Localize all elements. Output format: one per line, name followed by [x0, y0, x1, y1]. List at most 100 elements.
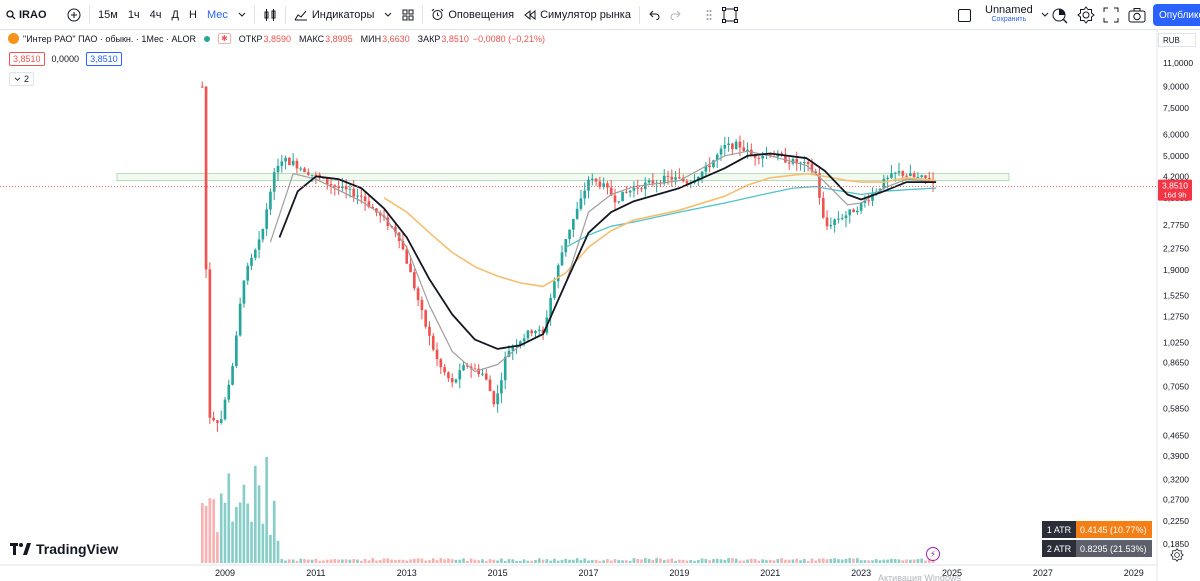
volume-bar — [397, 559, 401, 563]
moving-average-line[interactable] — [383, 172, 937, 288]
chevron-down-icon — [14, 77, 21, 82]
volume-bar — [924, 560, 927, 563]
interval-button[interactable]: Н — [188, 8, 197, 21]
chart-type-button[interactable] — [258, 0, 282, 30]
candle-body — [295, 160, 299, 169]
volume-bar — [515, 560, 518, 563]
candle-body — [564, 238, 568, 253]
candle-body — [625, 191, 628, 193]
publish-button[interactable]: Опублико — [1153, 4, 1200, 26]
volume-bar — [617, 560, 621, 563]
volume-bar — [458, 559, 462, 563]
volume-bar — [288, 559, 291, 563]
axis-settings-icon[interactable] — [1170, 548, 1184, 567]
candle-body — [257, 239, 261, 250]
camera-icon[interactable] — [1128, 6, 1146, 27]
alerts-button[interactable]: Оповещения — [426, 0, 519, 30]
volume-bar — [594, 559, 598, 563]
sell-price-button[interactable]: 3,8510 — [9, 52, 45, 66]
symbol-search[interactable]: IRAO — [0, 0, 62, 30]
price-axis[interactable]: 11,00009,00007,50006,00005,00004,20003,5… — [1163, 58, 1193, 549]
replay-button[interactable]: Симулятор рынка — [519, 0, 636, 30]
buy-price-button[interactable]: 3,8510 — [86, 52, 122, 66]
candle-body — [572, 218, 575, 230]
interval-button[interactable]: Д — [171, 8, 179, 21]
layout-save-status[interactable]: Сохранить — [991, 16, 1027, 23]
volume-bar — [390, 559, 393, 563]
replay-label: Симулятор рынка — [540, 8, 631, 21]
volume-bar — [223, 502, 227, 563]
candle-body — [522, 338, 526, 342]
volume-bar — [492, 559, 496, 563]
compare-button[interactable] — [62, 0, 86, 30]
chevron-down-icon[interactable] — [1041, 12, 1049, 18]
candle-body — [519, 341, 522, 346]
templates-button[interactable] — [397, 0, 419, 30]
volume-bar — [477, 560, 481, 563]
quick-search-icon[interactable] — [1051, 6, 1069, 27]
volume-bar — [719, 559, 723, 563]
atr-value: 0.8295 (21.53%) — [1076, 540, 1152, 557]
volume-bar — [776, 559, 780, 563]
volume-bar — [409, 559, 412, 563]
time-tick-label: 2023 — [851, 568, 871, 578]
volume-bar — [746, 559, 749, 563]
candle-body — [511, 347, 515, 351]
support-zone[interactable] — [116, 173, 1010, 182]
interval-button[interactable]: 4ч — [149, 8, 162, 21]
alerts-label: Оповещения — [448, 8, 515, 21]
redo-button[interactable] — [665, 0, 687, 30]
volume-bar — [901, 560, 905, 563]
bolt-icon[interactable]: ⚡ — [926, 547, 940, 561]
flag-icon[interactable]: ✱ — [218, 33, 231, 44]
volume-bar — [356, 559, 359, 563]
indicators-button[interactable]: Индикаторы — [289, 0, 380, 30]
time-axis[interactable]: 2009 2011 2013 2015 2017 2019 2021 2023 2025 2027… — [0, 564, 1157, 578]
volume-bar — [344, 559, 348, 563]
candle-layer — [200, 81, 935, 433]
price-chart[interactable]: 11,00009,00007,50006,00005,00004,20003,5… — [0, 30, 1200, 581]
legend-title[interactable]: "Интер РАО" ПАО · обыкн. · 1Мес · ALOR — [23, 33, 196, 44]
candle-body — [356, 195, 359, 197]
volume-bar — [503, 560, 507, 563]
candle-body — [912, 173, 916, 178]
indicators-collapse-button[interactable]: 2 — [9, 72, 35, 86]
volume-bar — [863, 560, 867, 563]
candle-body — [250, 257, 253, 266]
volume-bar — [874, 559, 878, 563]
candles-icon — [263, 8, 277, 22]
interval-list: 15м 1ч 4ч Д Н Мес — [93, 0, 233, 30]
layout-switcher[interactable]: Unnamed Сохранить — [958, 3, 1049, 27]
volume-bar — [253, 465, 257, 563]
volume-bar — [416, 558, 420, 563]
atr-value: 0.4145 (10.77%) — [1076, 521, 1152, 538]
candle-body — [481, 373, 484, 375]
interval-dropdown[interactable] — [233, 0, 251, 30]
interval-button[interactable]: 15м — [98, 8, 118, 21]
undo-button[interactable] — [643, 0, 665, 30]
interval-button[interactable]: 1ч — [127, 8, 140, 21]
candle-body — [643, 182, 647, 190]
volume-bar — [367, 560, 371, 563]
volume-bar — [447, 558, 450, 563]
volume-bar — [636, 558, 640, 563]
volume-bar — [428, 560, 431, 563]
volume-bar — [727, 558, 730, 563]
candle-body — [905, 175, 908, 177]
fullscreen-button[interactable] — [717, 0, 743, 30]
moving-average-line[interactable] — [278, 152, 937, 350]
volume-bar — [454, 559, 458, 563]
tradingview-logo[interactable]: TradingView — [10, 541, 118, 557]
interval-button[interactable]: Мес — [206, 8, 228, 21]
candle-body — [496, 393, 499, 405]
candle-body — [598, 181, 602, 188]
currency-selector[interactable]: RUB — [1158, 33, 1196, 47]
candle-body — [216, 420, 219, 423]
settings-icon[interactable] — [1077, 6, 1095, 27]
fullscreen-toggle-icon[interactable] — [1102, 6, 1120, 27]
candle-body — [246, 265, 250, 281]
drag-handle[interactable] — [701, 0, 717, 30]
moving-average-line[interactable] — [269, 150, 937, 373]
volume-bar — [238, 502, 242, 563]
indicators-dropdown[interactable] — [379, 0, 397, 30]
